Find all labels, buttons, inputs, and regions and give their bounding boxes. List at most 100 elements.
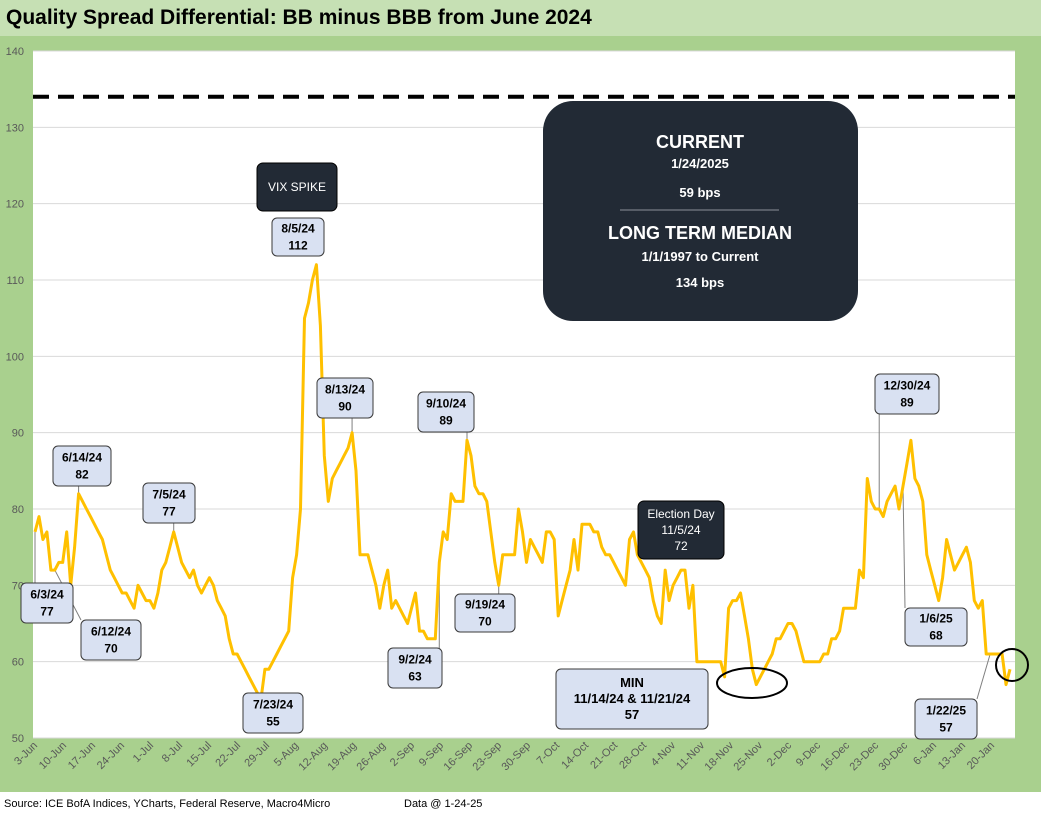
annotation-text: 6/14/24 bbox=[62, 451, 102, 465]
x-tick-label: 26-Aug bbox=[355, 740, 389, 774]
source-note: Source: ICE BofA Indices, YCharts, Feder… bbox=[4, 798, 331, 810]
annotation-text: 70 bbox=[104, 642, 118, 656]
chart-title: Quality Spread Differential: BB minus BB… bbox=[0, 0, 1041, 36]
x-tick-label: 16-Dec bbox=[819, 739, 853, 773]
annotation-dark-box: VIX SPIKE bbox=[256, 162, 338, 212]
x-tick-label: 29-Jul bbox=[242, 740, 272, 770]
annotation-text: 11/14/24 & 11/21/24 bbox=[574, 691, 691, 706]
x-tick-label: 21-Oct bbox=[588, 740, 620, 772]
x-tick-label: 19-Aug bbox=[326, 740, 360, 774]
annotation-text: 6/12/24 bbox=[91, 625, 131, 639]
y-tick-label: 50 bbox=[12, 733, 24, 745]
callout-leader bbox=[902, 486, 906, 609]
annotation-text: 77 bbox=[40, 605, 54, 619]
info-current-label: CURRENT bbox=[656, 132, 744, 152]
annotation-text: 1/22/25 bbox=[926, 704, 966, 718]
x-tick-label: 14-Oct bbox=[559, 740, 591, 772]
y-tick-label: 140 bbox=[6, 46, 24, 58]
annotation-text: 9/10/24 bbox=[426, 397, 466, 411]
x-tick-label: 10-Jun bbox=[37, 740, 69, 772]
info-box: CURRENT 1/24/2025 59 bps LONG TERM MEDIA… bbox=[543, 101, 858, 321]
annotation-text: 6/3/24 bbox=[30, 588, 64, 602]
annotation-text: VIX SPIKE bbox=[268, 180, 326, 194]
annotation-text: 89 bbox=[439, 414, 453, 428]
y-tick-label: 90 bbox=[12, 428, 24, 440]
annotation-text: 70 bbox=[478, 615, 492, 629]
annotation-text: 9/2/24 bbox=[398, 653, 432, 667]
x-tick-label: 1-Jul bbox=[131, 740, 156, 765]
annotation-text: 7/23/24 bbox=[253, 698, 293, 712]
annotation-text: MIN bbox=[620, 675, 644, 690]
line-chart: 50 60 70 80 90 100 110 120 130 140 3-Jun10-Jun17-… bbox=[6, 46, 1029, 773]
annotation-text: 82 bbox=[75, 468, 89, 482]
annotation-text: 112 bbox=[288, 239, 308, 253]
annotation-text: 7/5/24 bbox=[152, 488, 186, 502]
x-tick-label: 30-Dec bbox=[877, 739, 911, 773]
annotation-text: 8/5/24 bbox=[281, 222, 315, 236]
x-tick-label: 13-Jan bbox=[936, 740, 968, 772]
annotation-callout: 1/22/25 57 bbox=[914, 698, 978, 740]
x-tick-label: 15-Jul bbox=[184, 740, 214, 770]
min-highlight-ellipse bbox=[716, 667, 788, 699]
annotation-callout: 9/10/24 89 bbox=[417, 391, 475, 433]
x-tick-label: 17-Jun bbox=[66, 740, 98, 772]
x-tick-label: 18-Nov bbox=[703, 739, 737, 773]
x-tick-label: 20-Jan bbox=[965, 740, 997, 772]
annotation-callout: 6/14/24 82 bbox=[52, 445, 112, 487]
annotation-dark-box: Election Day 11/5/24 72 bbox=[637, 500, 725, 560]
y-tick-label: 120 bbox=[6, 199, 24, 211]
x-tick-label: 30-Sep bbox=[500, 740, 534, 774]
annotation-text: 77 bbox=[162, 505, 176, 519]
info-current-value: 59 bps bbox=[679, 185, 720, 200]
annotation-text: 68 bbox=[929, 629, 943, 643]
annotation-text: 63 bbox=[408, 670, 422, 684]
x-tick-label: 12-Aug bbox=[297, 740, 331, 774]
y-tick-label: 110 bbox=[6, 275, 24, 287]
annotation-text: 11/5/24 bbox=[661, 523, 700, 537]
annotation-text: 1/6/25 bbox=[919, 612, 953, 626]
x-tick-label: 2-Sep bbox=[388, 740, 417, 769]
x-tick-label: 16-Sep bbox=[442, 740, 476, 774]
annotation-callout: 9/2/24 63 bbox=[387, 647, 443, 689]
annotation-text: 12/30/24 bbox=[884, 379, 931, 393]
annotation-callout: 7/23/24 55 bbox=[242, 692, 304, 734]
y-tick-label: 60 bbox=[12, 657, 24, 669]
y-tick-label: 130 bbox=[6, 122, 24, 134]
annotation-callout: 9/19/24 70 bbox=[454, 593, 516, 633]
x-tick-label: 25-Nov bbox=[732, 739, 766, 773]
x-tick-label: 11-Nov bbox=[674, 739, 707, 772]
annotation-callout: 8/5/24 112 bbox=[271, 217, 325, 257]
annotation-callout: 8/13/24 90 bbox=[316, 377, 374, 419]
plot-background bbox=[33, 51, 1015, 738]
footer: Source: ICE BofA Indices, YCharts, Feder… bbox=[0, 792, 1041, 819]
info-median-label: LONG TERM MEDIAN bbox=[608, 223, 792, 243]
annotation-callout: 6/3/24 77 bbox=[20, 582, 74, 624]
annotation-callout: 7/5/24 77 bbox=[142, 482, 196, 524]
x-tick-label: 8-Jul bbox=[160, 740, 185, 765]
x-tick-label: 22-Jul bbox=[213, 740, 243, 770]
x-tick-label: 28-Oct bbox=[617, 740, 649, 772]
info-median-value: 134 bps bbox=[676, 275, 724, 290]
annotation-text: 8/13/24 bbox=[325, 383, 365, 397]
y-tick-label: 100 bbox=[6, 351, 24, 363]
annotation-text: 57 bbox=[625, 707, 639, 722]
callout-leader bbox=[976, 653, 991, 700]
annotation-callout: 6/12/24 70 bbox=[80, 619, 142, 661]
x-tick-label: 23-Dec bbox=[848, 739, 882, 773]
x-tick-label: 2-Dec bbox=[765, 739, 795, 769]
annotation-text: 89 bbox=[900, 396, 914, 410]
info-current-date: 1/24/2025 bbox=[671, 156, 729, 171]
current-highlight-circle bbox=[995, 648, 1029, 682]
chart-area: 50 60 70 80 90 100 110 120 130 140 3-Jun 10-Jun 17-… bbox=[0, 36, 1041, 792]
data-date-note: Data @ 1-24-25 bbox=[404, 798, 483, 810]
annotation-callout: 12/30/24 89 bbox=[874, 373, 940, 415]
annotation-text: 55 bbox=[266, 715, 280, 729]
spread-series-line bbox=[33, 263, 1012, 702]
annotations: VIX SPIKE8/5/241126/14/24827/5/24776/3/2… bbox=[20, 162, 978, 740]
annotation-callout: 1/6/25 68 bbox=[904, 607, 968, 647]
annotation-text: 57 bbox=[939, 721, 953, 735]
y-tick-label: 80 bbox=[12, 504, 24, 516]
annotation-text: 72 bbox=[674, 539, 688, 553]
x-tick-label: 24-Jun bbox=[95, 740, 127, 772]
